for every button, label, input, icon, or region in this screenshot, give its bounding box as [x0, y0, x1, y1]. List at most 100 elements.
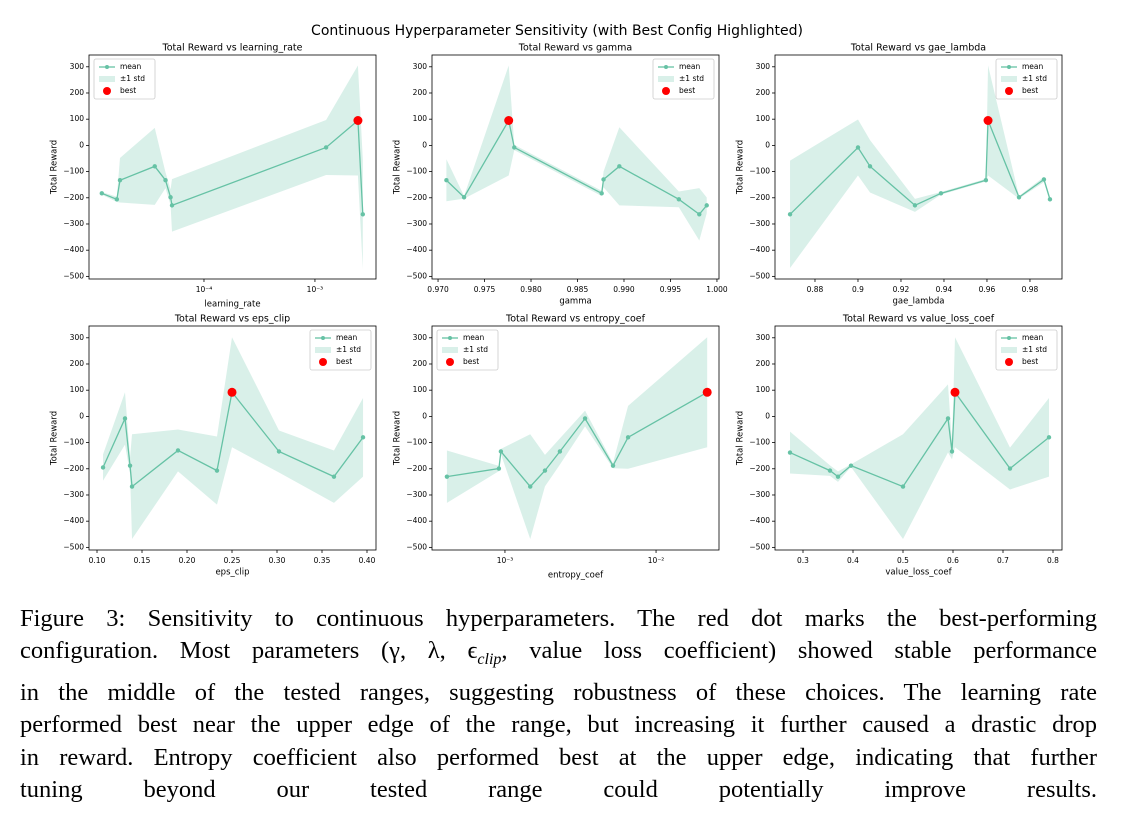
mean-point	[168, 195, 173, 200]
y-tick-label: 0	[422, 140, 427, 149]
mean-line	[102, 390, 364, 488]
caption: Figure 3: Sensitivity to continuous hype…	[20, 603, 1097, 806]
mean-point	[867, 164, 873, 169]
mean-point	[163, 178, 168, 183]
caption-line: in the middle of the tested ranges, sugg…	[20, 677, 1097, 709]
x-tick-label: 0.96	[979, 285, 996, 294]
legend-marker	[664, 65, 668, 69]
legend-label: ±1 std	[120, 74, 145, 83]
figure: Continuous Hyperparameter Sensitivity (w…	[50, 23, 1063, 581]
mean-point	[100, 465, 106, 470]
y-tick-label: −100	[749, 167, 770, 176]
figure-title: Continuous Hyperparameter Sensitivity (w…	[311, 23, 803, 39]
legend-label: mean	[1022, 62, 1044, 71]
y-tick-label: −200	[406, 464, 427, 473]
mean-point	[848, 463, 854, 468]
mean-point	[855, 145, 861, 150]
mean-point	[175, 448, 181, 453]
y-tick-label: −500	[749, 271, 770, 280]
y-tick-label: 200	[70, 88, 85, 97]
mean-point	[582, 416, 588, 421]
legend-patch	[658, 76, 674, 82]
caption-line: Figure 3: Sensitivity to continuous hype…	[20, 603, 1097, 635]
x-tick-label: 0.995	[660, 285, 682, 294]
mean-point	[1016, 195, 1022, 200]
y-tick-label: 100	[413, 114, 428, 123]
y-tick-label: −100	[63, 438, 84, 447]
legend-marker	[446, 358, 454, 366]
legend-patch	[315, 347, 331, 353]
y-tick-label: 300	[70, 62, 85, 71]
plot-frame	[431, 325, 720, 551]
x-tick-label: 0.990	[613, 285, 635, 294]
mean-point	[122, 416, 128, 421]
legend-marker	[1007, 65, 1011, 69]
mean-point	[444, 178, 449, 183]
plot-frame	[88, 54, 377, 280]
plot-frame	[774, 54, 1063, 280]
y-tick-label: −500	[749, 542, 770, 551]
x-tick-label: 1.000	[706, 285, 728, 294]
x-axis-label: value_loss_coef	[885, 568, 952, 578]
legend-marker	[448, 336, 452, 340]
y-tick-label: 300	[70, 333, 85, 342]
y-axis-label: Total Reward	[50, 411, 60, 466]
x-tick-label: 0.88	[807, 285, 824, 294]
y-tick-label: 200	[70, 359, 85, 368]
y-tick-label: 300	[413, 62, 428, 71]
legend-marker	[662, 87, 670, 95]
y-tick-label: 0	[422, 411, 427, 420]
mean-point	[704, 203, 709, 208]
x-tick-label: 0.40	[359, 556, 376, 565]
subplot: Total Reward vs entropy_coef entropy_coef…	[393, 314, 720, 581]
caption-text: , value loss coefficient) showed stable …	[501, 637, 1098, 665]
best-point	[504, 115, 514, 125]
y-tick-label: 100	[70, 385, 85, 394]
y-tick-label: −400	[406, 516, 427, 525]
x-tick-label: 0.8	[1047, 556, 1059, 565]
x-tick-label: 0.3	[797, 556, 809, 565]
x-tick-label: 0.7	[997, 556, 1009, 565]
y-tick-label: −100	[63, 167, 84, 176]
mean-point	[1007, 466, 1013, 471]
y-axis-label: Total Reward	[50, 140, 60, 195]
legend-patch	[1001, 76, 1017, 82]
subplot: Total Reward vs eps_clip eps_clip Total Re…	[50, 314, 377, 578]
x-tick-label: 0.98	[1022, 285, 1039, 294]
y-tick-label: 0	[79, 140, 84, 149]
subplot-title: Total Reward vs value_loss_coef	[842, 314, 995, 325]
mean-point	[912, 203, 918, 208]
y-tick-label: −300	[406, 490, 427, 499]
x-tick-label: 0.20	[179, 556, 196, 565]
mean-point	[949, 449, 955, 454]
y-tick-label: −400	[749, 516, 770, 525]
y-tick-label: −300	[749, 219, 770, 228]
legend-label: best	[679, 86, 695, 95]
legend-label: ±1 std	[463, 345, 488, 354]
mean-point	[542, 468, 548, 473]
y-tick-label: 0	[79, 411, 84, 420]
mean-point	[787, 212, 793, 217]
x-tick-label: 0.25	[224, 556, 241, 565]
subplot-title: Total Reward vs learning_rate	[162, 43, 303, 54]
legend-label: mean	[463, 333, 485, 342]
y-tick-label: 100	[413, 385, 428, 394]
mean-point	[945, 416, 951, 421]
subplot-title: Total Reward vs entropy_coef	[505, 314, 646, 325]
subplot: Total Reward vs value_loss_coef value_los…	[736, 314, 1063, 578]
mean-point	[331, 474, 337, 479]
y-tick-label: −500	[406, 542, 427, 551]
legend-marker	[319, 358, 327, 366]
mean-point	[938, 191, 944, 196]
y-tick-label: −300	[749, 490, 770, 499]
subplot: Total Reward vs learning_rate learning_ra…	[50, 43, 377, 310]
std-band	[103, 337, 364, 539]
plot-frame	[88, 325, 377, 551]
mean-point	[444, 474, 450, 479]
best-point	[983, 115, 993, 125]
mean-point	[169, 203, 175, 208]
mean-point	[1041, 177, 1047, 182]
std-band	[446, 65, 707, 241]
best-point	[950, 387, 960, 397]
y-tick-label: 200	[756, 88, 771, 97]
